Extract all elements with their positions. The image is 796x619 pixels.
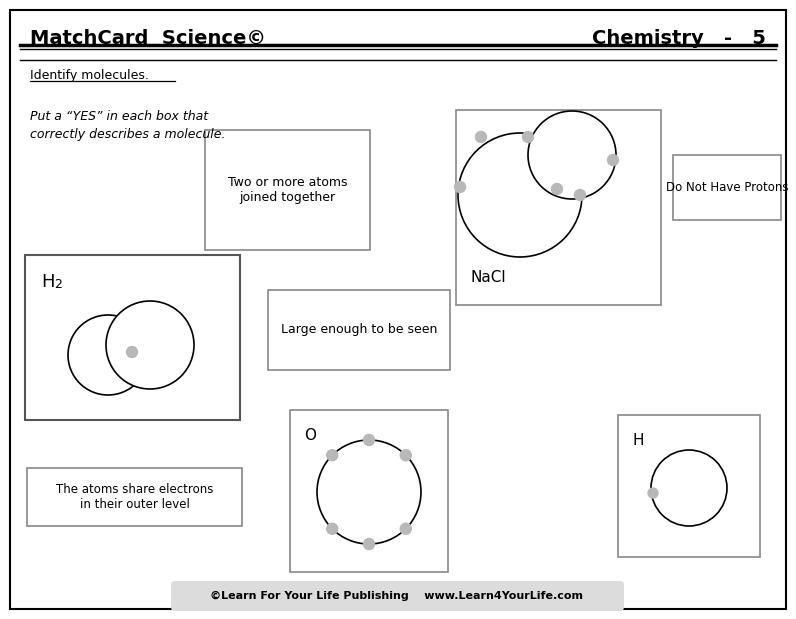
Bar: [205, 130, 370, 250]
Bar: [27, 468, 242, 526]
Bar: [290, 410, 448, 572]
Bar: [456, 110, 661, 305]
Circle shape: [651, 450, 727, 526]
Text: Do Not Have Protons: Do Not Have Protons: [665, 181, 788, 194]
Circle shape: [528, 111, 616, 199]
Circle shape: [364, 435, 374, 446]
Text: NaCl: NaCl: [470, 270, 505, 285]
Text: ©Learn For Your Life Publishing    www.Learn4YourLife.com: ©Learn For Your Life Publishing www.Lear…: [210, 591, 583, 601]
Bar: [618, 415, 760, 557]
Text: O: O: [304, 428, 316, 443]
Text: Chemistry   -   5: Chemistry - 5: [592, 28, 766, 48]
Text: H: H: [632, 433, 643, 448]
Text: H: H: [41, 273, 54, 291]
Circle shape: [648, 488, 658, 498]
Circle shape: [326, 523, 338, 534]
Text: 2: 2: [54, 278, 62, 291]
Text: Large enough to be seen: Large enough to be seen: [281, 324, 437, 337]
Bar: [673, 155, 781, 220]
Circle shape: [106, 301, 194, 389]
Circle shape: [607, 155, 618, 165]
Bar: [268, 290, 450, 370]
Bar: [25, 255, 240, 420]
Circle shape: [364, 539, 374, 550]
Circle shape: [455, 181, 466, 193]
Circle shape: [400, 523, 412, 534]
Text: Two or more atoms
joined together: Two or more atoms joined together: [228, 176, 347, 204]
Circle shape: [552, 183, 563, 194]
Text: Identify molecules.: Identify molecules.: [30, 69, 149, 82]
Circle shape: [317, 440, 421, 544]
Circle shape: [575, 189, 586, 201]
Circle shape: [127, 347, 138, 358]
Circle shape: [400, 450, 412, 461]
Circle shape: [326, 450, 338, 461]
Text: Put a “YES” in each box that
correctly describes a molecule.: Put a “YES” in each box that correctly d…: [30, 110, 225, 141]
Text: MatchCard  Science©: MatchCard Science©: [30, 28, 266, 48]
Circle shape: [475, 131, 486, 142]
Circle shape: [458, 133, 582, 257]
Text: The atoms share electrons
in their outer level: The atoms share electrons in their outer…: [56, 483, 213, 511]
Circle shape: [522, 131, 533, 142]
FancyBboxPatch shape: [171, 581, 624, 611]
Circle shape: [68, 315, 148, 395]
